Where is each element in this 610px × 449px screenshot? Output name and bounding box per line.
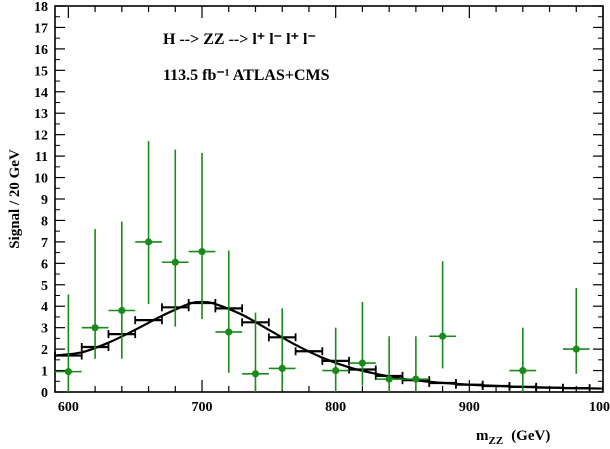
- y-tick-label: 9: [41, 193, 48, 208]
- data-point: [429, 261, 456, 369]
- y-tick-label: 4: [41, 300, 48, 315]
- x-axis-title-subscript: ZZ: [489, 435, 504, 447]
- x-tick-label: 800: [325, 400, 346, 415]
- y-tick-label: 10: [34, 172, 48, 187]
- data-point-marker: [572, 345, 580, 353]
- data-point-marker: [118, 306, 126, 315]
- x-tick-label: 600: [58, 400, 79, 415]
- data-point: [375, 336, 403, 392]
- data-point: [242, 312, 269, 392]
- data-point-marker: [91, 324, 99, 332]
- expected-histogram: [54, 299, 591, 393]
- y-tick-label: 6: [41, 257, 48, 272]
- y-tick-label: 3: [41, 322, 48, 337]
- data-point-marker: [358, 359, 367, 367]
- data-point: [268, 308, 296, 390]
- data-point-marker: [385, 375, 393, 383]
- data-point-marker: [198, 247, 206, 256]
- data-point-marker: [251, 370, 260, 378]
- data-point-marker: [412, 375, 420, 383]
- data-point-marker: [171, 258, 179, 266]
- y-tick-label: 14: [34, 86, 48, 101]
- data-point: [135, 141, 162, 305]
- data-point: [81, 229, 109, 359]
- y-tick-label: 16: [34, 43, 48, 58]
- data-point: [562, 287, 590, 374]
- data-point-marker: [225, 328, 233, 336]
- y-tick-label: 2: [41, 343, 48, 358]
- data-point: [161, 149, 189, 327]
- data-point: [215, 250, 243, 373]
- data-point-marker: [519, 366, 527, 375]
- data-point: [402, 336, 430, 392]
- x-axis: 600 700 800 900 1000: [58, 6, 610, 415]
- y-tick-label: 11: [35, 150, 48, 165]
- data-point: [108, 221, 136, 359]
- data-point-marker: [278, 364, 286, 373]
- data-point: [55, 294, 82, 392]
- y-tick-label: 13: [34, 107, 48, 122]
- data-point-marker: [144, 238, 153, 246]
- y-tick-label: 17: [34, 21, 48, 36]
- data-point: [349, 301, 376, 386]
- data-points: [55, 141, 590, 392]
- data-point-marker: [332, 366, 340, 375]
- data-point: [188, 152, 216, 320]
- y-tick-label: 7: [41, 236, 48, 251]
- data-point-marker: [439, 332, 447, 340]
- expected-curve: [54, 300, 604, 390]
- y-tick-label: 5: [41, 279, 48, 294]
- data-point-marker: [64, 368, 72, 376]
- y-tick-label: 18: [34, 0, 48, 15]
- process-annotation: H --> ZZ --> l⁺ l⁻ l⁺ l⁻: [163, 31, 316, 48]
- expected-curve-layer: [54, 300, 604, 390]
- luminosity-annotation: 113.5 fb⁻¹ ATLAS+CMS: [163, 67, 330, 84]
- x-tick-label: 1000: [589, 400, 610, 415]
- data-point: [322, 327, 350, 392]
- y-tick-label: 0: [41, 386, 48, 401]
- plot-frame-rect: [54, 5, 604, 393]
- data-point: [509, 327, 537, 392]
- expected-bin: [134, 316, 163, 325]
- y-tick-label: 8: [41, 214, 48, 229]
- y-axis-title: Signal / 20 GeV: [7, 149, 23, 249]
- plot-frame: [54, 5, 604, 393]
- y-tick-label: 1: [41, 365, 48, 380]
- y-tick-label: 12: [34, 129, 48, 144]
- x-tick-label: 900: [459, 400, 480, 415]
- y-tick-label: 15: [34, 64, 48, 79]
- x-axis-title: mZZ (GeV): [476, 428, 550, 447]
- x-tick-label: 700: [192, 400, 213, 415]
- x-axis-title-main: m: [476, 428, 489, 444]
- x-axis-title-unit: (GeV): [511, 428, 550, 444]
